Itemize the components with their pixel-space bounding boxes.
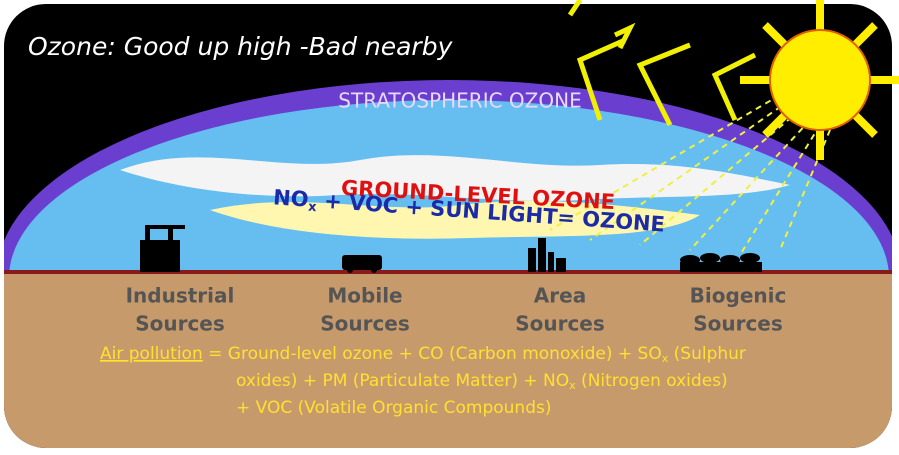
note-line: + VOC (Volatile Organic Compounds) [236,398,551,418]
stratosphere-label: STRATOSPHERIC OZONE [338,89,581,113]
note-line: oxides) + PM (Particulate Matter) + NOx … [236,371,728,392]
source-label: Industrial [126,284,235,308]
ozone-diagram: Ozone: Good up high -Bad nearby STRATOSP… [0,0,899,455]
source-label: Sources [320,312,410,336]
note-text: (Nitrogen oxides) [576,371,728,391]
equation-part: NO [272,185,309,211]
note-link: Air pollution [100,344,203,364]
note-text: = Ground-level ozone + CO (Carbon monoxi… [203,344,662,364]
source-label: Sources [135,312,225,336]
source-label: Sources [515,312,605,336]
note-text: + VOC (Volatile Organic Compounds) [236,398,551,418]
title: Ozone: Good up high -Bad nearby [28,32,454,61]
note-text: (Sulphur [668,344,746,364]
source-label: Sources [693,312,783,336]
source-label: Mobile [327,284,402,308]
note-line: Air pollution = Ground-level ozone + CO … [100,344,746,365]
source-label: Area [534,284,586,308]
source-label: Biogenic [690,284,787,308]
note-text: oxides) + PM (Particulate Matter) + NO [236,371,569,391]
